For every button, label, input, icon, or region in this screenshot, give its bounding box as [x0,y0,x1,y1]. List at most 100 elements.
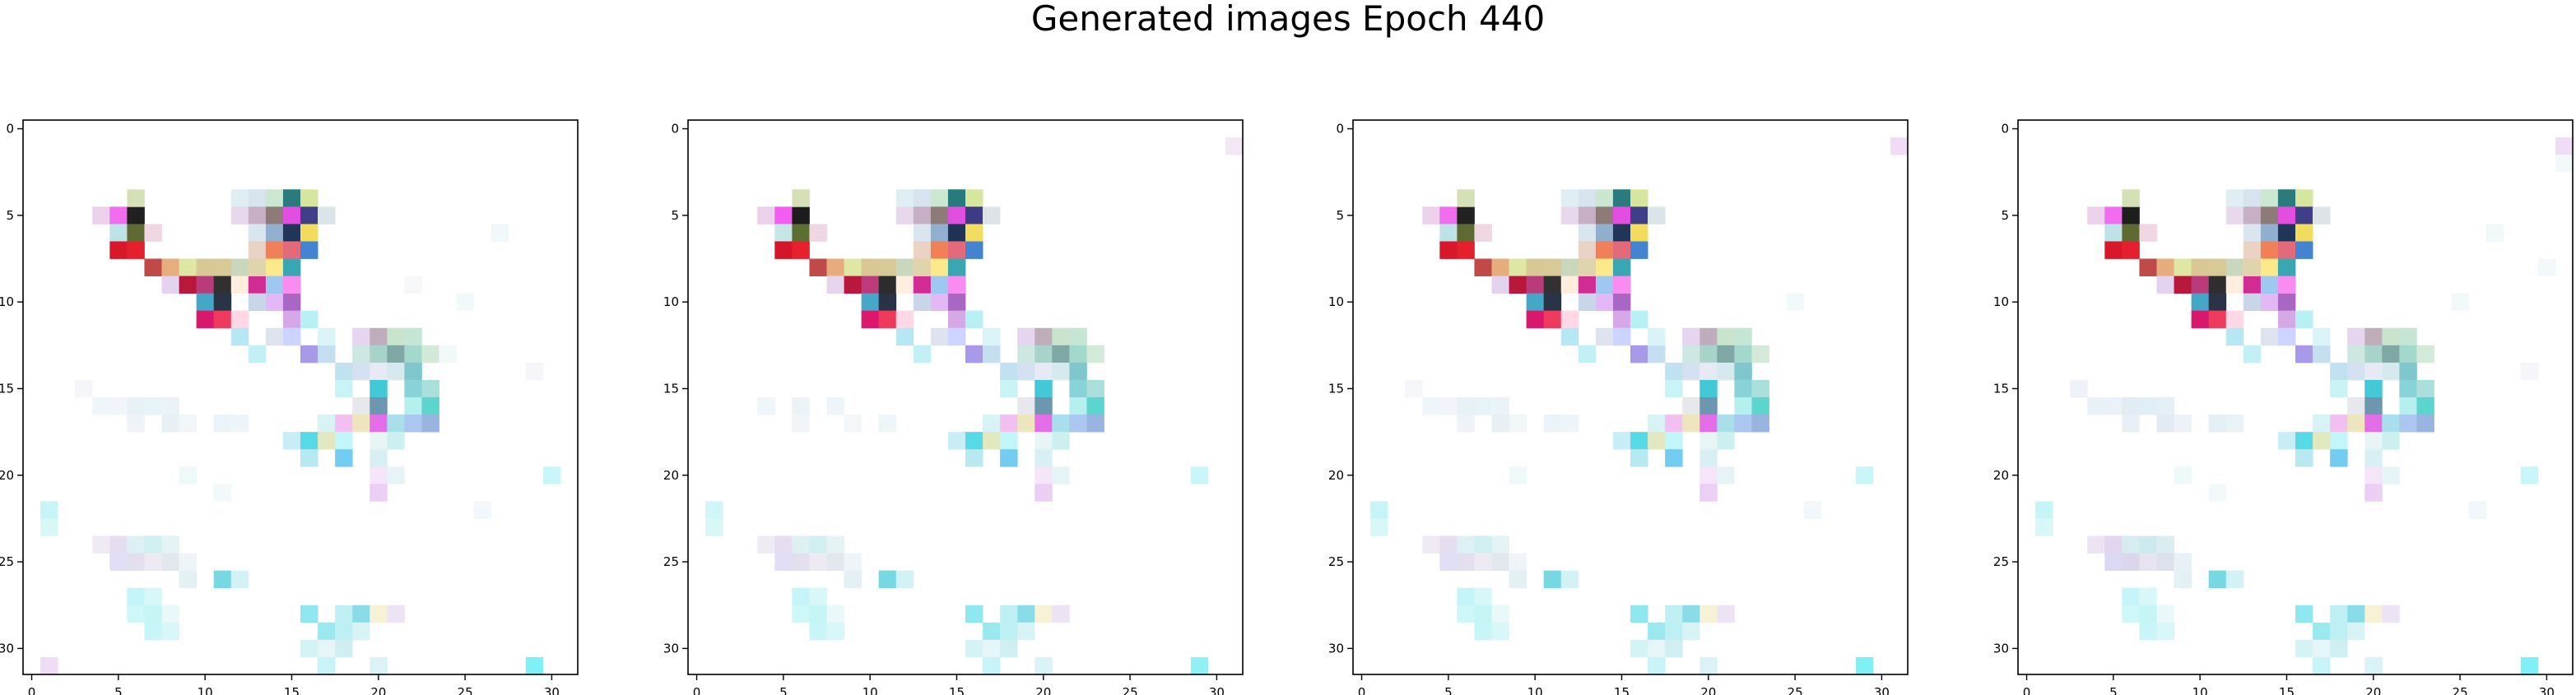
pixel-cell [2174,415,2192,433]
pixel-cell [1474,224,1492,242]
pixel-cell [2208,570,2227,589]
pixel-cell [213,570,232,589]
pixel-cell [2416,345,2434,364]
pixel-cell [230,327,249,346]
pixel-cell [2156,397,2174,415]
pixel-cell [1000,415,1018,433]
pixel-cell [2139,553,2157,572]
pixel-cell [144,622,162,641]
pixel-cell [2156,535,2174,554]
x-tick-label: 20 [2365,685,2381,695]
pixel-cell [1630,605,1648,623]
pixel-cell [861,310,880,329]
pixel-cell [370,466,388,484]
pixel-cell [1717,327,1735,346]
pixel-cell [2104,553,2123,572]
pixel-cell [1052,415,1070,433]
pixel-cell [2174,466,2192,484]
pixel-cell [895,189,914,207]
y-tick-label: 15 [1328,381,1344,396]
pixel-cell [387,345,405,364]
pixel-cell [144,397,162,415]
pixel-cell [1700,379,1718,398]
pixel-cell [1069,379,1087,398]
pixel-cell [2122,241,2140,259]
pixel-cell [318,656,336,675]
x-tick-label: 5 [1444,685,1453,695]
x-tick-label: 15 [284,685,300,695]
pixel-cell [1682,415,1700,433]
pixel-cell [1595,241,1614,259]
pixel-cell [318,327,336,346]
y-tick-label: 10 [1993,294,2009,309]
pixel-cell [2295,189,2313,207]
pixel-cell [1682,345,1700,364]
pixel-cell [2382,362,2400,381]
pixel-cell [2364,656,2383,675]
pixel-cell [370,656,388,675]
pixel-cell [1439,553,1458,572]
pixel-cell [983,345,1001,364]
pixel-cell [2260,293,2279,312]
x-tick-label: 25 [1123,685,1138,695]
pixel-cell [2555,137,2574,155]
pixel-cell [913,241,932,259]
pixel-cell [2313,656,2331,675]
pixel-cell [1474,622,1492,641]
y-tick-label: 30 [1993,641,2009,656]
pixel-cell [127,397,145,415]
pixel-cell [826,535,844,554]
y-tick-label: 5 [6,208,14,223]
pixel-cell [1457,553,1475,572]
pixel-cell [1035,327,1053,346]
pixel-cell [774,553,793,572]
y-tick-label: 5 [671,208,679,223]
pixel-cell [1786,293,1805,312]
pixel-cell [2260,206,2279,225]
pixel-cell [809,258,827,276]
pixel-cell [2330,605,2348,623]
pixel-cell [774,535,793,554]
pixel-cell [335,362,353,381]
pixel-cell [983,432,1001,450]
pixel-cell [387,466,405,484]
pixel-cell [2260,276,2279,294]
pixel-cell [2330,449,2348,467]
pixel-cell [404,415,422,433]
pixel-cell [370,327,388,346]
pixel-cell [2156,605,2174,623]
pixel-cell [421,397,439,415]
pixel-cell [1560,310,1579,329]
pixel-cell [2555,155,2574,173]
pixel-cell [2208,415,2227,433]
pixel-cell [370,605,388,623]
pixel-cell [387,362,405,381]
pixel-cell [2208,258,2227,276]
pixel-cell [230,415,249,433]
pixel-cell [2260,258,2279,276]
pixel-cell [895,206,914,225]
pixel-cell [2313,415,2331,433]
pixel-cell [179,553,198,572]
pixel-cell [965,206,983,225]
pixel-cell [1700,362,1718,381]
pixel-cell [2139,224,2157,242]
pixel-cell [1086,397,1104,415]
pixel-cell [965,310,983,329]
pixel-cell [1035,415,1053,433]
pixel-cell [370,362,388,381]
y-tick-label: 20 [0,468,14,483]
pixel-cell [2087,535,2105,554]
pixel-cell [248,345,267,364]
pixel-cell [1890,137,1909,155]
pixel-cell [983,639,1001,658]
pixel-cell [2156,258,2174,276]
pixel-cell [2122,206,2140,225]
pixel-cell [109,241,128,259]
pixel-cell [1700,466,1718,484]
pixel-cell [2225,206,2244,225]
pixel-cell [930,189,949,207]
pixel-cell [1751,345,1769,364]
pixel-cell [1474,553,1492,572]
